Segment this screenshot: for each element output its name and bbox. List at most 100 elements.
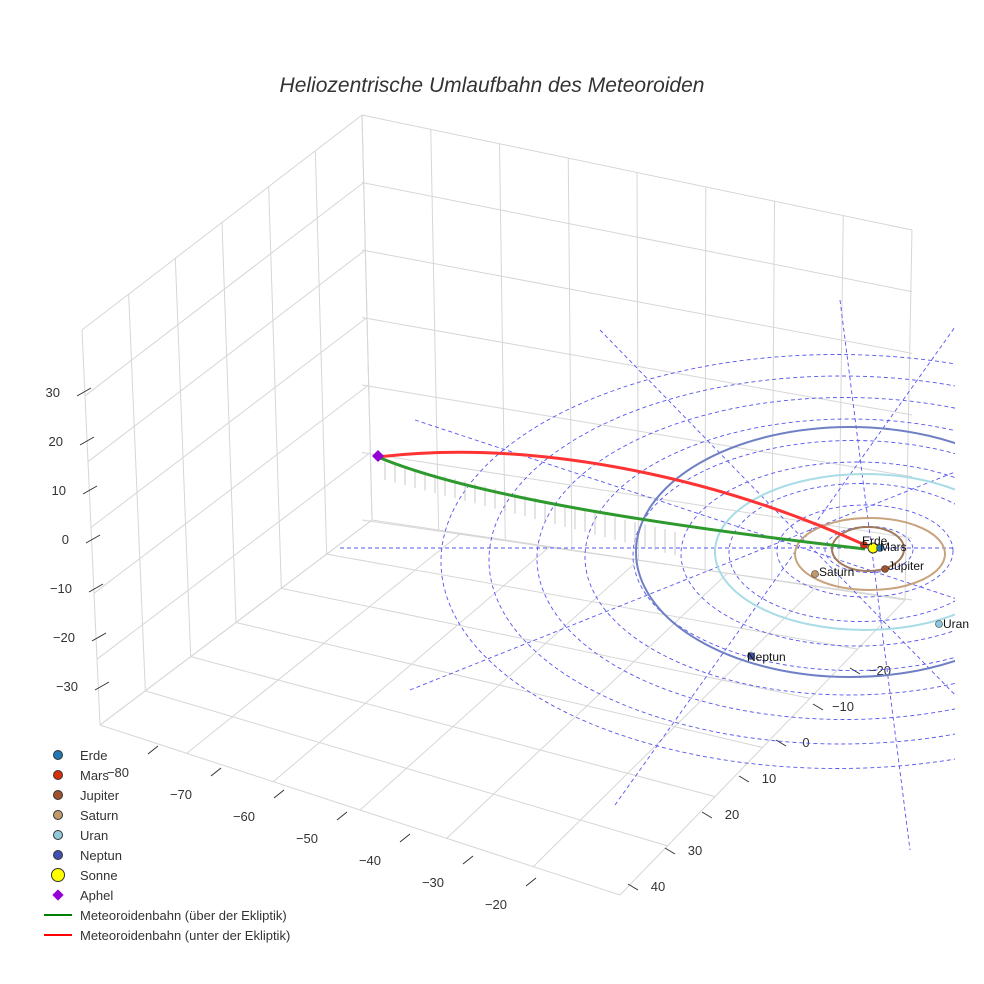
legend-item[interactable]: Mars: [36, 765, 290, 785]
planet-label: Uran: [943, 617, 969, 631]
z-tick-label: −20: [53, 630, 75, 645]
meteoroid-path-below: [377, 450, 866, 547]
x-tick-label: −40: [359, 853, 381, 868]
gridline-floor: [326, 553, 858, 650]
y-tick-mark: [775, 739, 787, 747]
planet-label: Jupiter: [888, 559, 924, 573]
planet-marker: [881, 565, 889, 573]
ecliptic-grid: [340, 299, 955, 851]
planet-marker: [935, 620, 943, 628]
legend-item[interactable]: Uran: [36, 825, 290, 845]
y-tick-mark: [849, 667, 861, 675]
aphel-marker: [372, 450, 384, 462]
z-tick-label: 20: [49, 434, 63, 449]
y-tick-mark: [701, 811, 713, 819]
legend-item[interactable]: Neptun: [36, 845, 290, 865]
gridline-floor: [281, 587, 811, 699]
legend-item[interactable]: Meteoroidenbahn (unter der Ekliptik): [36, 925, 290, 945]
legend-item[interactable]: Meteoroidenbahn (über der Ekliptik): [36, 905, 290, 925]
circle-icon: [36, 850, 80, 860]
z-tick-mark: [94, 681, 110, 691]
planet-label: Saturn: [819, 565, 854, 579]
legend-item[interactable]: Erde: [36, 745, 290, 765]
z-tick-mark: [79, 436, 95, 446]
drop-lines: [384, 462, 676, 556]
x-tick-label: −30: [422, 875, 444, 890]
ecliptic-axis: [409, 471, 955, 691]
ecliptic-ring: [584, 418, 955, 696]
x-tick-mark: [525, 877, 537, 887]
y-tick-mark: [664, 847, 676, 855]
legend-item[interactable]: Aphel: [36, 885, 290, 905]
gridline-right-wall: [430, 129, 440, 531]
x-tick-label: −20: [485, 897, 507, 912]
diamond-icon: [36, 889, 80, 901]
ecliptic-axis: [839, 299, 911, 851]
legend: Erde Mars Jupiter Saturn Uran Neptun Sonne Aphe…: [36, 745, 290, 945]
gridline-floor: [532, 586, 817, 868]
z-tick-mark: [85, 534, 101, 544]
legend-label: Aphel: [80, 887, 114, 903]
axis-ticks: 30 20 10 0 −10 −20 −30 −80 −70 −60 −50 −40 −30 −20 −20…: [46, 385, 892, 912]
x-tick-mark: [210, 767, 222, 777]
legend-label: Meteoroidenbahn (unter der Ekliptik): [80, 927, 291, 943]
orbit-uran: [714, 473, 955, 631]
chart-title: Heliozentrische Umlaufbahn des Meteoroid…: [279, 74, 705, 97]
x-tick-mark: [336, 811, 348, 821]
y-tick-mark: [812, 703, 824, 711]
gridline-right-wall: [904, 229, 913, 601]
gridline-floor: [619, 599, 906, 896]
y-tick-label: 0: [802, 735, 809, 750]
z-tick-label: −10: [50, 581, 72, 596]
grid: [81, 114, 913, 896]
legend-item[interactable]: Saturn: [36, 805, 290, 825]
z-tick-label: −30: [56, 679, 78, 694]
ecliptic-ring: [440, 354, 955, 769]
gridline-right-wall: [499, 143, 506, 541]
circle-icon: [36, 790, 80, 800]
planet-marker: [811, 570, 819, 578]
y-tick-label: 40: [651, 879, 665, 894]
x-tick-label: −50: [296, 831, 318, 846]
y-tick-label: −20: [869, 663, 891, 678]
planet-marker: [747, 652, 755, 660]
z-tick-label: 30: [46, 385, 60, 400]
gridline-right-wall: [771, 201, 775, 581]
z-tick-label: 10: [52, 483, 66, 498]
z-tick-mark: [91, 632, 107, 642]
gridline-left-wall: [128, 294, 146, 691]
ecliptic-axis: [414, 419, 955, 599]
x-tick-label: −80: [107, 765, 129, 780]
gridline-right-wall: [361, 452, 913, 539]
circle-icon: [36, 810, 80, 820]
orbits: [635, 426, 955, 678]
legend-label: Uran: [80, 827, 109, 843]
x-tick-mark: [399, 833, 411, 843]
ecliptic-ring: [728, 483, 955, 622]
z-tick-mark: [82, 485, 98, 495]
gridline-left-wall: [174, 258, 192, 657]
legend-item[interactable]: Sonne: [36, 865, 290, 885]
gridline-right-wall: [361, 384, 913, 478]
legend-label: Erde: [80, 747, 108, 763]
gridline-right-wall: [837, 215, 844, 591]
legend-label: Meteoroidenbahn (über der Ekliptik): [80, 907, 287, 923]
planet-marker: [860, 541, 868, 549]
x-tick-label: −70: [170, 787, 192, 802]
line-icon: [36, 934, 80, 936]
gridline-right-wall: [567, 158, 573, 551]
x-tick-label: −60: [233, 809, 255, 824]
y-tick-label: 10: [762, 771, 776, 786]
y-tick-mark: [738, 775, 750, 783]
planet-marker: [876, 544, 884, 552]
orbit-neptun: [635, 426, 955, 678]
orbit-jupiter: [831, 526, 905, 572]
gridline-left-wall: [81, 329, 101, 726]
legend-label: Neptun: [80, 847, 122, 863]
circle-large-icon: [36, 868, 80, 882]
gridline-right-wall: [704, 186, 707, 571]
legend-item[interactable]: Jupiter: [36, 785, 290, 805]
circle-icon: [36, 750, 80, 760]
